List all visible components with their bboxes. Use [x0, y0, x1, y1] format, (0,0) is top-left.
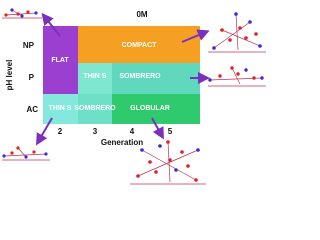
arrow — [181, 29, 210, 43]
region-sombrero — [112, 63, 200, 94]
region-label: GLOBULAR — [130, 105, 170, 112]
y-axis-label: pH level — [5, 60, 14, 91]
row-label: P — [29, 73, 35, 82]
page: {"title": "0M", "y_axis_label": "pH leve… — [2, 8, 266, 185]
title: 0M — [136, 10, 147, 19]
molecule-compact — [208, 12, 266, 53]
molecule-sombrero — [208, 66, 266, 87]
column-label: 5 — [168, 127, 173, 136]
region-flat — [43, 26, 78, 94]
region-thin-s — [43, 94, 78, 124]
molecule-thin — [2, 146, 50, 161]
region-compact — [78, 26, 200, 63]
row-label: NP — [23, 41, 35, 50]
arrow — [151, 117, 164, 140]
region-label: THIN S — [49, 105, 72, 112]
molecule-flat — [2, 8, 42, 19]
column-label: 2 — [58, 127, 63, 136]
region-label: SOMBRERO — [119, 73, 161, 80]
column-label: 4 — [130, 127, 135, 136]
column-label: 3 — [93, 127, 98, 136]
x-axis-label: Generation — [101, 138, 143, 147]
region-label: COMPACT — [122, 42, 158, 49]
molecule-globular — [130, 140, 206, 185]
region-label: SOMBRERO — [74, 105, 116, 112]
row-label: AC — [26, 105, 38, 114]
arrow — [41, 12, 61, 37]
diagram: FLAT COMPACT THIN S SOMBRERO THIN S SOMB… — [2, 8, 266, 185]
region-sombrero — [78, 94, 112, 124]
region-thin-s — [78, 63, 112, 94]
arrow — [35, 117, 53, 146]
region-label: FLAT — [51, 57, 69, 64]
region-globular — [112, 94, 200, 124]
region-label: THIN S — [84, 73, 107, 80]
